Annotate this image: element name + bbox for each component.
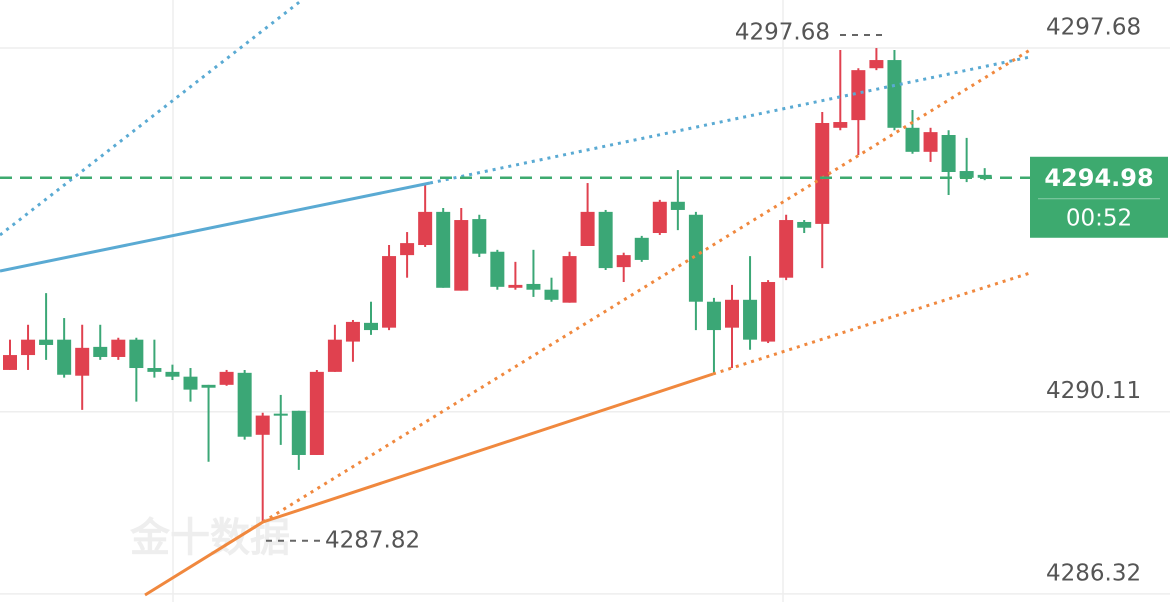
candle-body (887, 60, 902, 128)
trend-lines (0, 0, 1031, 597)
trend-line (144, 372, 714, 597)
candle-body (472, 219, 487, 254)
candle-body (688, 214, 703, 302)
candle-body (183, 376, 198, 390)
candle-body (544, 289, 559, 300)
candle-body (526, 283, 541, 290)
candle-body (165, 371, 180, 377)
countdown-label: 00:52 (1066, 205, 1132, 231)
candle-body (129, 339, 144, 369)
candle-body (21, 339, 36, 356)
y-tick-label: 4286.32 (1046, 560, 1141, 586)
candle-body (57, 339, 72, 375)
last-price-label: 4294.98 (1044, 164, 1153, 192)
candle-body (454, 220, 469, 291)
candle-body (959, 171, 974, 178)
candle-body (670, 201, 685, 210)
candle-body (616, 255, 631, 268)
y-tick-label: 4290.11 (1046, 378, 1141, 404)
candle-body (237, 372, 252, 437)
candle-body (3, 355, 17, 370)
candle-body (706, 301, 721, 331)
trend-line (0, 181, 431, 273)
candle-body (93, 346, 108, 357)
overlay: 4294.98 00:52 4297.68 4287.82 (0, 20, 1168, 553)
candle-body (923, 132, 938, 152)
candle-body (147, 368, 162, 372)
y-tick-label: 4297.68 (1046, 15, 1141, 41)
candle-body (418, 211, 433, 246)
candle-body (562, 256, 577, 303)
candle-body (111, 339, 126, 357)
grid: 4286.32 4290.11 4297.68 (0, 15, 1170, 595)
candle-body (400, 243, 415, 256)
candle-body (382, 256, 397, 328)
candle-body (797, 221, 812, 228)
candle-body (291, 410, 306, 455)
low-marker-label: 4287.82 (325, 527, 420, 553)
candle-body (977, 174, 992, 178)
candle-body (436, 211, 451, 288)
trend-line (262, 48, 1031, 524)
candle-body (761, 282, 776, 342)
candle-body (201, 384, 216, 388)
candle-body (598, 211, 613, 269)
candle-body (364, 322, 378, 331)
candle-body (905, 127, 920, 152)
candle-body (851, 70, 866, 121)
candle-body (725, 299, 739, 328)
last-price-box (1030, 156, 1168, 238)
candle-body (39, 339, 54, 345)
candle-body (345, 321, 360, 342)
candle-body (833, 122, 848, 128)
trend-line (429, 55, 1031, 185)
candle-body (75, 347, 90, 376)
candle-body (255, 415, 270, 435)
candle-body (815, 122, 830, 224)
candle-body (273, 413, 288, 416)
candle-body (508, 284, 523, 288)
high-marker-label: 4297.68 (735, 20, 830, 46)
candle-body (490, 251, 505, 287)
candle-body (869, 60, 884, 69)
candle-body (327, 339, 342, 372)
candle-body (743, 299, 758, 340)
candle-body (309, 371, 324, 455)
candles (3, 48, 992, 522)
trend-line (712, 271, 1031, 376)
candle-body (219, 371, 234, 385)
candle-body (634, 237, 649, 260)
candle-body (779, 220, 794, 278)
candle-body (941, 135, 956, 172)
candle-body (652, 201, 667, 234)
candle-body (580, 211, 595, 246)
trend-line (0, 0, 303, 237)
